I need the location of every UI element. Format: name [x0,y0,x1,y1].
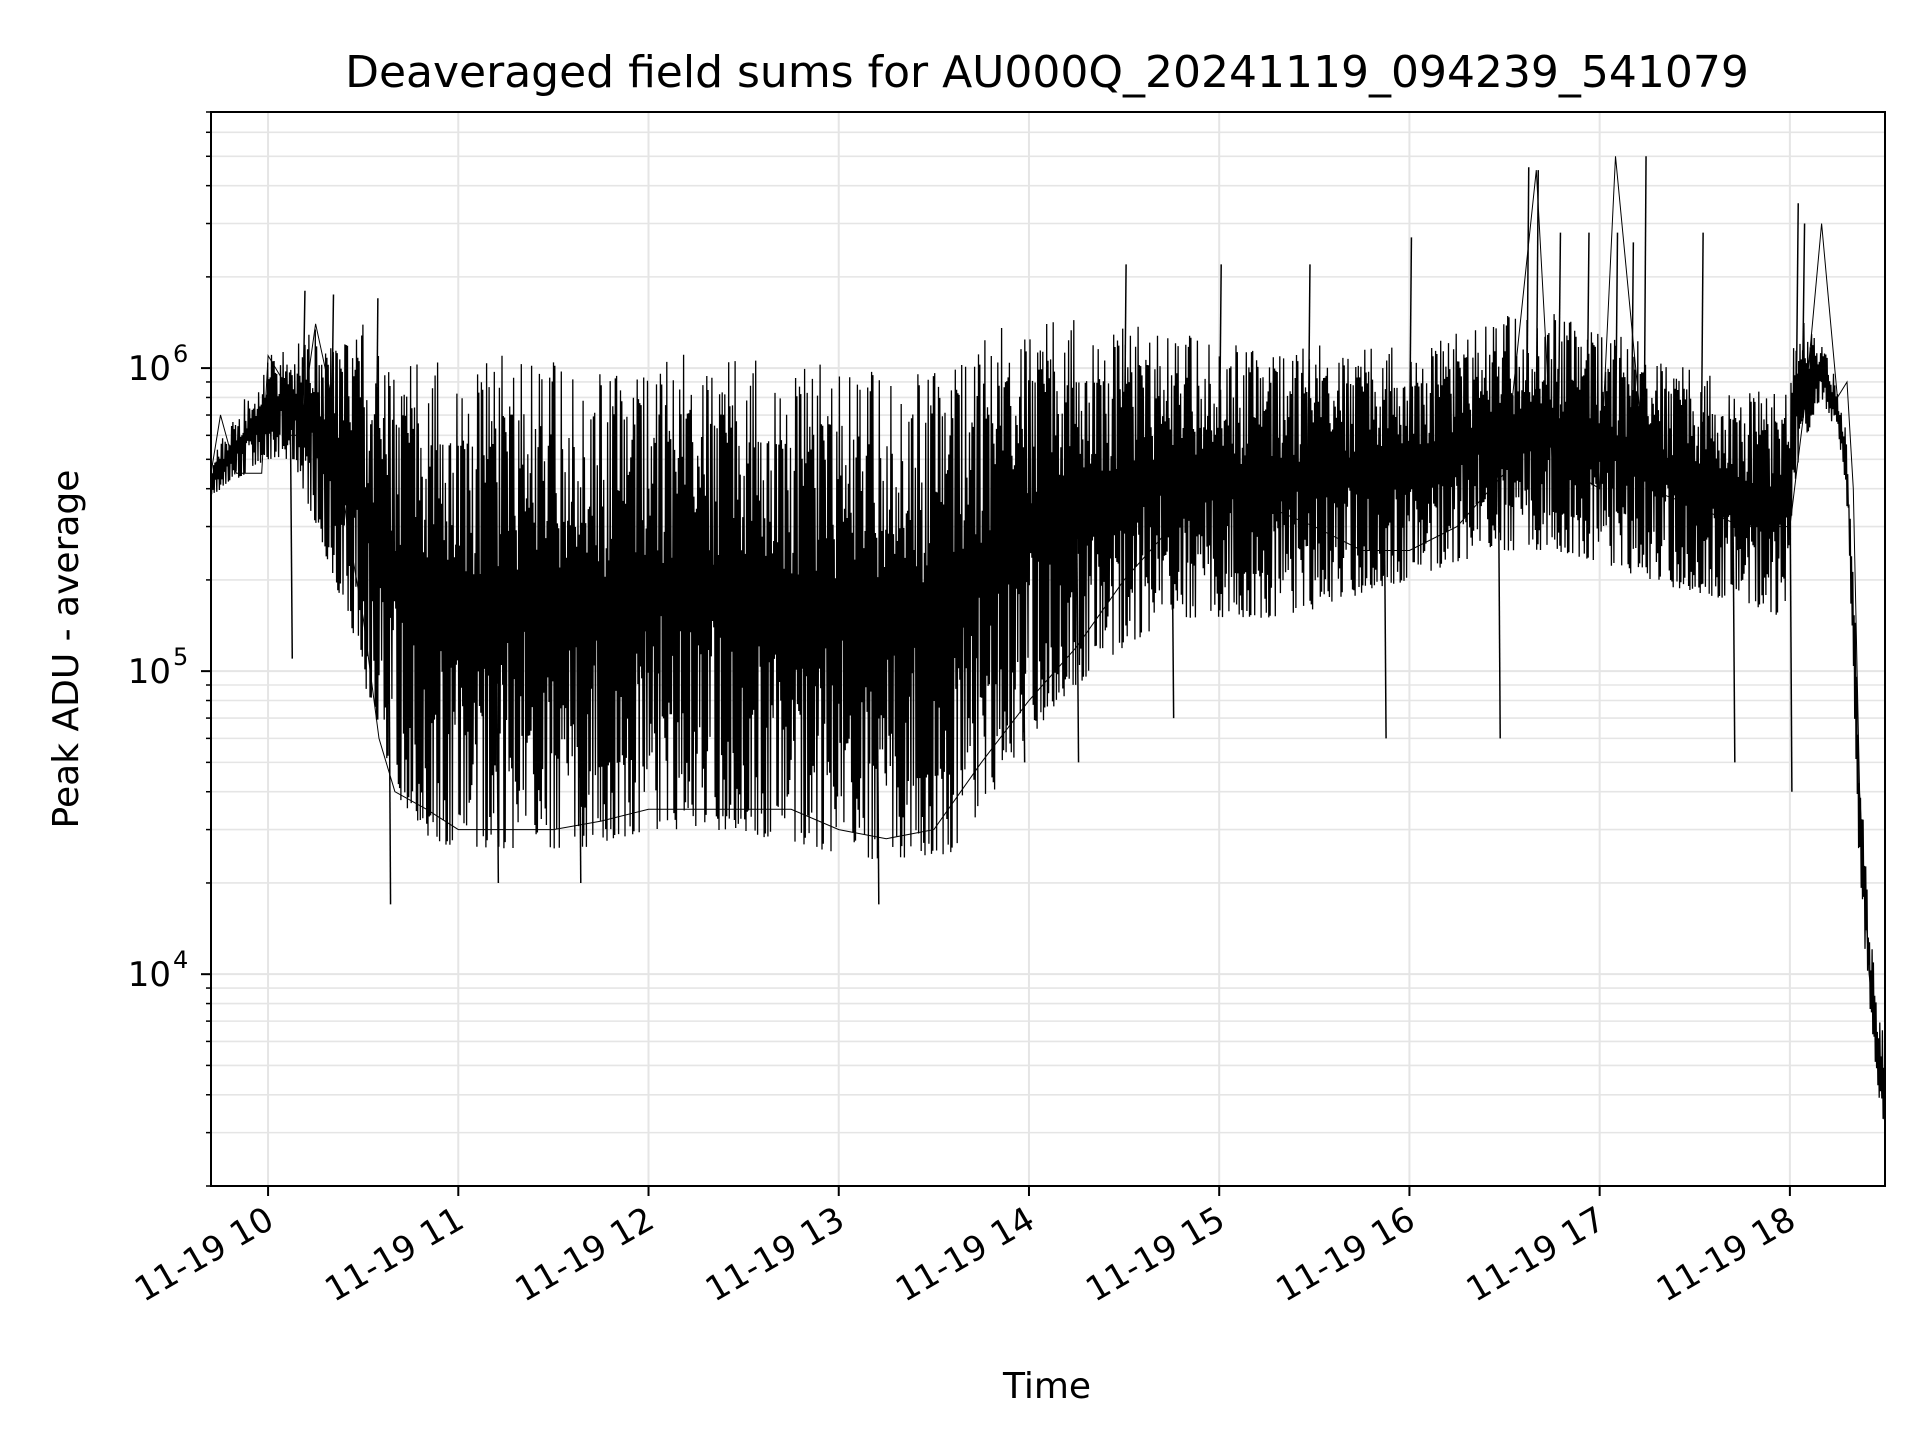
data-spike [1525,167,1530,431]
data-spike [387,559,392,905]
data-spike [1123,264,1127,486]
y-tick-exponent: 5 [173,643,188,671]
data-spike [1021,532,1026,763]
data-spike [1801,223,1806,385]
y-tick-label: 10 [128,955,171,995]
chart-title: Deaveraged field sums for AU000Q_2024111… [345,47,1749,98]
data-spike [1497,434,1501,739]
data-spike [1614,232,1619,450]
plot-frame [210,111,1886,1187]
data-spike [1075,499,1080,763]
data-spike [876,613,880,905]
data-spike [1535,170,1539,430]
series-line-peak-adu [210,314,1886,1120]
y-tick-exponent: 4 [173,946,188,974]
y-tick-label: 10 [128,349,171,389]
data-spike [495,601,500,883]
data-spike [1789,459,1793,792]
data-spike [330,294,335,444]
data-spike [1557,232,1562,431]
data-spike [1586,232,1590,439]
y-tick-exponent: 6 [173,340,188,368]
data-spike [302,290,306,413]
data-spike [1170,475,1175,719]
x-axis-title: Time [1002,1366,1091,1407]
data-spike [1218,264,1222,476]
data-spike [375,298,379,532]
data-spike [1630,242,1635,456]
data-spike [1700,232,1704,483]
data-spike [1383,465,1387,739]
series-trend-line [210,156,1886,1095]
data-spike [289,402,294,659]
data-spike [1643,156,1647,461]
data-spike [1795,203,1799,412]
y-axis-title: Peak ADU - average [46,470,87,829]
data-spike [1307,264,1311,478]
data-spike [1408,237,1413,463]
y-tick-label: 10 [128,652,171,692]
data-spike [1732,489,1736,763]
data-spike [578,604,582,883]
plot-area [210,156,1886,1120]
